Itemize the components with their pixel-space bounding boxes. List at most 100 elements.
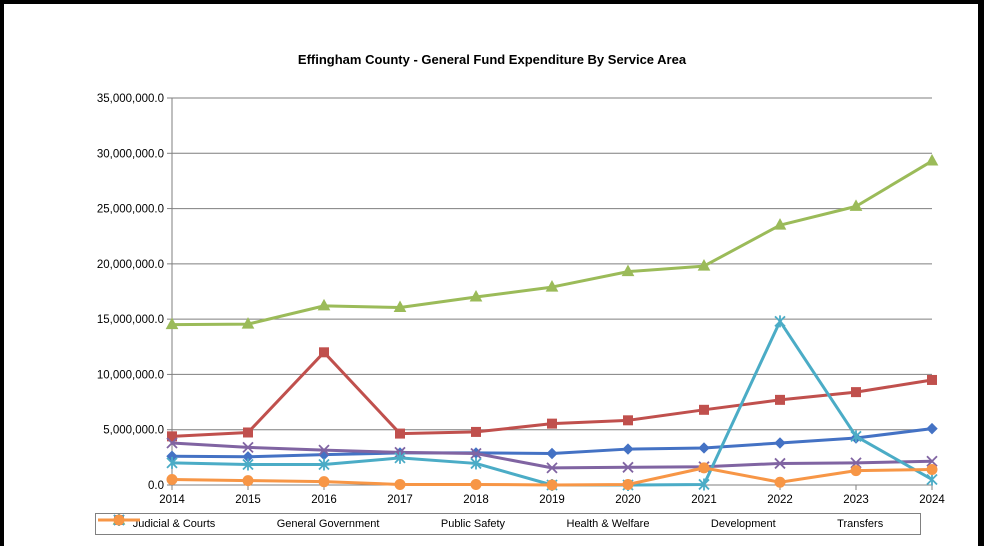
series-line-public-safety [171,159,933,327]
data-point-health-welfare [622,461,634,473]
y-axis-ticks: 0.0 5,000,000.0 10,000,000.0 15,000,000.0 20… [97,93,172,492]
y-tick-label: 30,000,000.0 [97,148,164,160]
data-point-health-welfare [546,462,558,474]
data-point-development [698,478,710,491]
data-point-transfers [850,465,862,477]
data-point-public-safety [545,280,559,292]
data-point-general-government [699,404,709,415]
x-tick-label: 2023 [843,494,869,506]
data-point-transfers [698,462,710,474]
data-point-transfers [242,475,254,487]
data-point-health-welfare [926,455,938,467]
x-tick-label: 2019 [539,494,565,506]
data-point-general-government [243,427,253,438]
data-point-public-safety [773,218,787,230]
legend-label: Development [710,518,776,530]
data-point-development [470,457,482,470]
data-point-development [166,456,178,469]
legend-swatch-transfers [98,514,140,526]
data-point-judicial-courts [926,422,938,435]
data-point-general-government [167,431,177,442]
y-tick-label: 15,000,000.0 [97,314,164,326]
series-lines [165,153,939,491]
x-tick-label: 2014 [159,494,185,506]
data-point-transfers [394,478,406,490]
data-point-transfers [926,464,938,476]
x-tick-label: 2017 [387,494,413,506]
chart-title: Effingham County - General Fund Expendit… [297,52,687,67]
series-general-government [167,347,937,442]
x-tick-label: 2022 [767,494,793,506]
legend-label: Health & Welfare [566,518,650,530]
data-point-public-safety [621,264,635,277]
x-axis-ticks: 2014 2015 2016 2017 2018 2019 2020 2021 2022 2023… [159,485,945,506]
x-tick-label: 2020 [615,494,641,506]
legend-label: Public Safety [440,518,506,530]
data-point-health-welfare [774,457,786,470]
x-tick-label: 2016 [311,494,337,506]
data-point-public-safety [849,199,863,211]
x-tick-label: 2018 [463,494,489,506]
data-point-judicial-courts [622,443,634,455]
x-tick-label: 2021 [691,494,717,506]
data-point-health-welfare [470,447,482,460]
data-point-development [774,315,786,328]
y-tick-label: 0.0 [148,480,164,492]
data-point-transfers [546,479,558,491]
data-point-transfers [470,478,482,490]
legend-marker [113,514,125,526]
data-point-general-government [319,347,329,358]
data-point-health-welfare [242,441,254,454]
data-point-public-safety [241,317,255,329]
data-point-general-government [395,428,405,439]
data-point-general-government [927,374,937,385]
series-transfers [166,462,938,491]
y-tick-label: 35,000,000.0 [97,93,164,105]
data-point-health-welfare [166,437,178,449]
data-point-transfers [622,478,634,490]
data-point-public-safety [469,289,483,302]
legend-label: Transfers [837,518,884,530]
legend-item-public-safety: Public Safety [98,514,506,530]
data-point-health-welfare [850,457,862,469]
data-point-general-government [623,415,633,426]
data-point-general-government [471,426,481,437]
data-point-general-government [851,387,861,398]
data-point-development [318,458,330,471]
chart-legend: Judicial & Courts General Government Publi… [95,513,921,535]
y-tick-label: 10,000,000.0 [97,369,164,381]
data-point-public-safety [317,298,331,311]
legend-item-judicial-courts: Judicial & Courts [98,514,216,530]
legend-item-health-welfare: Health & Welfare [98,514,650,530]
gridlines [172,97,932,431]
series-public-safety [165,153,939,330]
data-point-transfers [318,476,330,488]
data-point-general-government [775,394,785,405]
data-point-development [394,451,406,464]
data-point-transfers [166,473,178,485]
series-line-development [171,319,933,487]
legend-item-general-government: General Government [98,515,379,530]
data-point-development [850,430,862,443]
data-point-judicial-courts [774,437,786,449]
x-tick-label: 2015 [235,494,261,506]
data-point-public-safety [925,153,939,166]
data-point-judicial-courts [546,447,558,460]
data-point-health-welfare [318,444,330,456]
y-tick-label: 20,000,000.0 [97,259,164,271]
legend-item-transfers: Transfers [98,514,884,530]
data-point-transfers [774,476,786,488]
data-point-public-safety [697,259,711,271]
data-point-public-safety [393,300,407,313]
series-development [166,315,938,491]
y-tick-label: 5,000,000.0 [103,425,164,437]
data-point-public-safety [165,317,179,330]
data-point-development [242,458,254,471]
y-tick-label: 25,000,000.0 [97,204,164,216]
data-point-general-government [547,418,557,429]
legend-label: Judicial & Courts [132,518,216,530]
data-point-development [926,473,938,486]
x-tick-label: 2024 [919,494,945,506]
